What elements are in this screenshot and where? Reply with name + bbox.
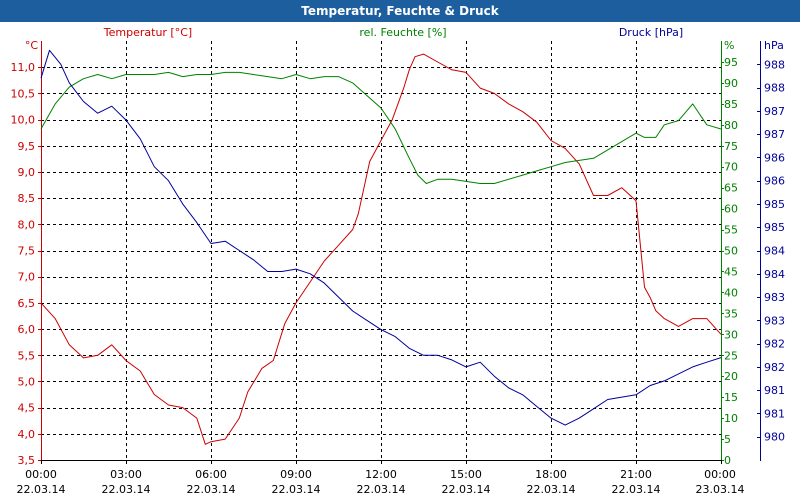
x-tick-date: 23.03.14 bbox=[696, 483, 745, 496]
temp-tick-label: 11,0 bbox=[11, 61, 36, 74]
x-tick-time: 18:00 bbox=[535, 468, 567, 481]
temp-tick-label: 5,5 bbox=[18, 349, 36, 362]
humidity-tick-label: 65 bbox=[724, 182, 738, 195]
x-tick-time: 00:00 bbox=[704, 468, 736, 481]
pressure-unit: hPa bbox=[764, 39, 784, 52]
temp-tick-label: 4,5 bbox=[18, 402, 36, 415]
pressure-tick-label: 984 bbox=[764, 245, 785, 258]
temp-tick-label: 8,5 bbox=[18, 192, 36, 205]
temp-tick-label: 6,0 bbox=[18, 323, 36, 336]
x-tick-time: 21:00 bbox=[620, 468, 652, 481]
window-title: Temperatur, Feuchte & Druck bbox=[0, 0, 800, 22]
temp-tick-label: 7,5 bbox=[18, 245, 36, 258]
humidity-series-line bbox=[40, 71, 722, 184]
temp-tick-label: 5,0 bbox=[18, 375, 36, 388]
humidity-tick-label: 40 bbox=[724, 286, 738, 299]
humidity-tick-label: 5 bbox=[724, 433, 731, 446]
chart-canvas: 11,0 10,5 10,0 9,5 9,0 8,5 8,0 7,5 7,0 6,5 6,0 5,5 5… bbox=[11, 26, 786, 496]
pressure-tick-label: 985 bbox=[764, 198, 785, 211]
temp-tick-label: 4,0 bbox=[18, 428, 36, 441]
x-tick-time: 15:00 bbox=[450, 468, 482, 481]
temp-unit: °C bbox=[25, 39, 39, 52]
pressure-tick-label: 985 bbox=[764, 221, 785, 234]
x-tick-time: 12:00 bbox=[365, 468, 397, 481]
pressure-tick-label: 988 bbox=[764, 82, 785, 95]
humidity-tick-label: 10 bbox=[724, 412, 738, 425]
temp-tick-label: 6,5 bbox=[18, 297, 36, 310]
axes: 11,0 10,5 10,0 9,5 9,0 8,5 8,0 7,5 7,0 6,5 6,0 5,5 5… bbox=[11, 41, 785, 496]
humidity-tick-label: 25 bbox=[724, 349, 738, 362]
humidity-tick-label: 80 bbox=[724, 119, 738, 132]
pressure-tick-label: 984 bbox=[764, 268, 785, 281]
temp-tick-label: 9,5 bbox=[18, 140, 36, 153]
humidity-tick-label: 90 bbox=[724, 77, 738, 90]
temperature-series-line bbox=[40, 53, 722, 445]
pressure-tick-label: 981 bbox=[764, 407, 785, 420]
temp-tick-label: 8,0 bbox=[18, 218, 36, 231]
temp-tick-label: 10,5 bbox=[11, 87, 36, 100]
x-tick-date: 22.03.14 bbox=[17, 483, 66, 496]
humidity-tick-label: 50 bbox=[724, 245, 738, 258]
x-tick-time: 03:00 bbox=[110, 468, 142, 481]
pressure-tick-label: 988 bbox=[764, 58, 785, 71]
humidity-tick-label: 35 bbox=[724, 307, 738, 320]
x-tick-date: 22.03.14 bbox=[102, 483, 151, 496]
pressure-tick-label: 983 bbox=[764, 314, 785, 327]
temp-tick-label: 7,0 bbox=[18, 271, 36, 284]
humidity-tick-label: 85 bbox=[724, 98, 738, 111]
temp-tick-label: 3,5 bbox=[18, 454, 36, 467]
x-tick-time: 06:00 bbox=[195, 468, 227, 481]
temp-tick-label: 10,0 bbox=[11, 114, 36, 127]
humidity-tick-label: 45 bbox=[724, 265, 738, 278]
x-tick-date: 22.03.14 bbox=[612, 483, 661, 496]
humidity-tick-label: 15 bbox=[724, 391, 738, 404]
pressure-tick-label: 980 bbox=[764, 431, 785, 444]
humidity-tick-label: 75 bbox=[724, 140, 738, 153]
temp-axis-label: Temperatur [°C] bbox=[103, 26, 192, 39]
pressure-axis-label: Druck [hPa] bbox=[619, 26, 683, 39]
pressure-tick-label: 986 bbox=[764, 175, 785, 188]
series bbox=[40, 49, 722, 445]
pressure-tick-label: 986 bbox=[764, 151, 785, 164]
x-tick-date: 22.03.14 bbox=[527, 483, 576, 496]
x-tick-time: 09:00 bbox=[280, 468, 312, 481]
humidity-axis-label: rel. Feuchte [%] bbox=[359, 26, 446, 39]
pressure-tick-label: 987 bbox=[764, 105, 785, 118]
humidity-tick-label: 20 bbox=[724, 370, 738, 383]
pressure-tick-label: 981 bbox=[764, 384, 785, 397]
x-tick-time: 00:00 bbox=[25, 468, 57, 481]
x-tick-date: 22.03.14 bbox=[357, 483, 406, 496]
humidity-tick-label: 60 bbox=[724, 203, 738, 216]
x-tick-date: 22.03.14 bbox=[272, 483, 321, 496]
pressure-tick-label: 982 bbox=[764, 361, 785, 374]
pressure-series-line bbox=[40, 49, 722, 426]
humidity-tick-label: 55 bbox=[724, 224, 738, 237]
pressure-tick-label: 987 bbox=[764, 128, 785, 141]
pressure-tick-label: 982 bbox=[764, 338, 785, 351]
humidity-unit: % bbox=[724, 39, 734, 52]
x-tick-date: 22.03.14 bbox=[442, 483, 491, 496]
temp-tick-label: 9,0 bbox=[18, 166, 36, 179]
humidity-tick-label: 0 bbox=[724, 454, 731, 467]
humidity-tick-label: 30 bbox=[724, 328, 738, 341]
pressure-tick-label: 983 bbox=[764, 291, 785, 304]
humidity-tick-label: 95 bbox=[724, 56, 738, 69]
x-tick-date: 22.03.14 bbox=[187, 483, 236, 496]
humidity-tick-label: 70 bbox=[724, 161, 738, 174]
